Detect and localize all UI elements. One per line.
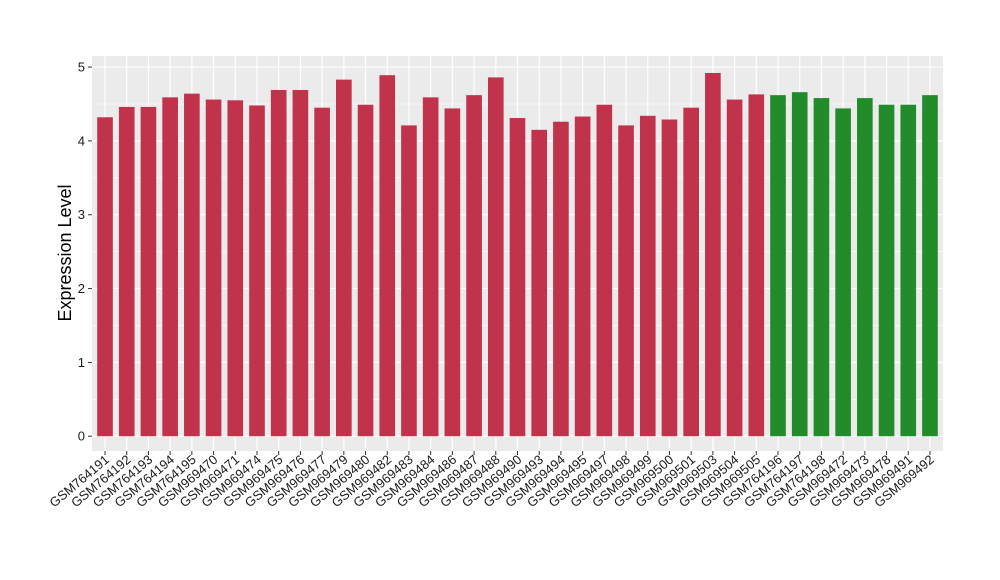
- bar: [336, 79, 352, 437]
- bar: [379, 75, 396, 437]
- bar: [878, 104, 895, 437]
- bar: [270, 89, 287, 437]
- bar: [835, 108, 851, 437]
- x-axis: GSM764191GSM764192GSM764193GSM764194GSM7…: [46, 451, 937, 510]
- bars: [97, 72, 938, 437]
- bar: [922, 95, 938, 437]
- bar: [726, 99, 743, 437]
- bar: [140, 106, 157, 437]
- y-axis: 0 1 2 3 4 5: [78, 60, 92, 444]
- bar: [900, 104, 917, 437]
- bar: [770, 95, 786, 437]
- bar: [205, 99, 222, 437]
- y-tick-label: 2: [78, 281, 85, 296]
- y-tick-label: 4: [78, 133, 85, 148]
- bar: [184, 93, 200, 437]
- bar: [249, 105, 265, 437]
- bar: [422, 97, 439, 437]
- bar: [531, 129, 548, 437]
- bar: [791, 92, 808, 437]
- y-axis-title: Expression Level: [55, 184, 75, 321]
- bar: [683, 107, 699, 437]
- y-tick-label: 0: [78, 429, 85, 444]
- bar: [162, 97, 178, 437]
- bar: [227, 100, 244, 437]
- bar: [97, 117, 113, 437]
- bar: [639, 115, 656, 437]
- bar: [553, 121, 569, 437]
- bar: [748, 94, 765, 437]
- bar: [596, 104, 613, 437]
- bar: [444, 108, 461, 437]
- bar: [509, 118, 526, 437]
- y-tick-label: 3: [78, 207, 85, 222]
- bar: [401, 125, 417, 437]
- bar: [314, 107, 330, 437]
- bar: [813, 98, 830, 437]
- y-tick-label: 1: [78, 355, 85, 370]
- bar: [618, 125, 634, 437]
- bar: [357, 104, 374, 437]
- bar: [487, 77, 504, 437]
- y-tick-label: 5: [78, 60, 85, 75]
- bar: [705, 72, 721, 437]
- bar: [292, 89, 309, 437]
- bar: [118, 106, 135, 437]
- bar: [661, 119, 678, 437]
- bar: [574, 116, 591, 437]
- bar: [857, 98, 873, 437]
- bar: [466, 95, 482, 437]
